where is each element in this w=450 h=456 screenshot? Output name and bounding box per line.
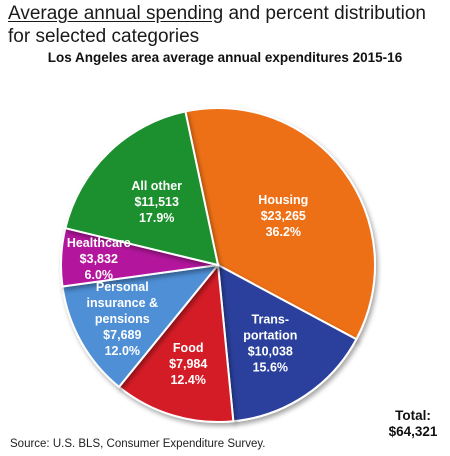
slice-label-line: $23,265 — [261, 209, 306, 223]
slice-label-line: 15.6% — [253, 360, 288, 374]
slice-label-line: portation — [243, 328, 297, 342]
slice-label-line: Food — [173, 341, 204, 355]
slice-label-line: insurance & — [87, 296, 159, 310]
total-label: Total: $64,321 — [378, 408, 448, 440]
source-note: Source: U.S. BLS, Consumer Expenditure S… — [10, 438, 266, 450]
slice-label-line: Healthcare — [67, 236, 131, 250]
slice-label: Personal insurance & pensions $7,689 12.0% — [87, 280, 159, 358]
total-value: $64,321 — [388, 424, 438, 439]
pie-slice-food — [117, 262, 235, 423]
page-heading: Average annual spending and percent dist… — [8, 2, 444, 48]
slice-label-line: Personal — [96, 280, 149, 294]
chart-title: Los Angeles area average annual expendit… — [47, 50, 403, 65]
slice-label-line: $3,832 — [80, 252, 118, 266]
slice-label-line: $10,038 — [248, 344, 293, 358]
slice-label-line: $7,689 — [103, 328, 141, 342]
pie-slice-all-other — [64, 110, 220, 267]
slice-label-line: $7,984 — [169, 357, 207, 371]
slice-label-line: All other — [131, 179, 182, 193]
slice-label-line: 36.2% — [266, 225, 301, 239]
slice-label: Healthcare $3,832 6.0% — [67, 236, 131, 282]
pie-slices — [60, 107, 376, 423]
heading-underlined: Average annual spending — [8, 3, 224, 24]
pie-slice-trans-portation — [216, 263, 358, 423]
slice-label: Trans-portation $10,038 15.6% — [243, 312, 297, 374]
slice-label-line: $11,513 — [134, 195, 179, 209]
heading-rest: and percent distribution for selected ca… — [8, 3, 426, 47]
pie-slice-housing — [184, 107, 376, 341]
slice-label: All other $11,513 17.9% — [131, 179, 182, 225]
slice-label-line: 12.0% — [105, 344, 140, 358]
slice-label: Food $7,984 12.4% — [169, 341, 207, 387]
slice-label-line: 12.4% — [170, 373, 205, 387]
total-caption: Total: — [395, 408, 431, 423]
slice-label-line: 17.9% — [139, 211, 174, 225]
pie-labels: Housing $23,265 36.2% Trans-portation $10,03… — [67, 179, 308, 387]
slice-label-line: 6.0% — [85, 268, 114, 282]
slice-label: Housing $23,265 36.2% — [258, 193, 308, 239]
slice-label-line: Housing — [258, 193, 308, 207]
pie-slice-personalinsurance-pensions — [61, 263, 221, 389]
slice-label-line: pensions — [95, 312, 150, 326]
slice-label-line: Trans- — [252, 312, 290, 326]
